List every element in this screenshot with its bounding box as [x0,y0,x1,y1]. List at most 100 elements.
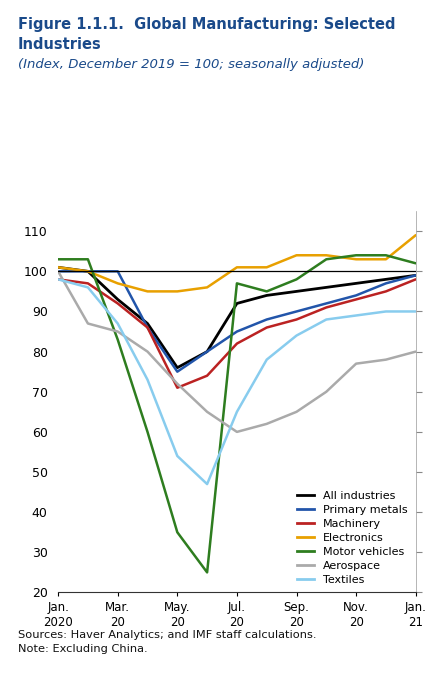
All industries [383,275,388,283]
Electronics [85,267,91,275]
Line: Primary metals: Primary metals [58,271,416,372]
Textiles [234,408,240,416]
Aerospace [264,419,270,428]
All industries [55,264,61,272]
Primary metals [175,368,180,376]
Primary metals [234,328,240,336]
Motor vehicles [145,428,150,436]
Primary metals [55,267,61,275]
Electronics [264,264,270,272]
Text: Figure 1.1.1.  Global Manufacturing: Selected: Figure 1.1.1. Global Manufacturing: Sele… [18,17,396,32]
Textiles [324,315,329,323]
Machinery [354,296,359,304]
Machinery [383,287,388,296]
Motor vehicles [55,255,61,264]
Electronics [294,251,299,259]
Text: (Index, December 2019 = 100; seasonally adjusted): (Index, December 2019 = 100; seasonally … [18,58,364,71]
Motor vehicles [204,569,210,577]
Machinery [55,275,61,283]
Legend: All industries, Primary metals, Machinery, Electronics, Motor vehicles, Aerospac: All industries, Primary metals, Machiner… [292,486,413,589]
Text: Note: Excluding China.: Note: Excluding China. [18,644,148,654]
Electronics [115,279,120,287]
All industries [204,347,210,355]
Textiles [145,376,150,384]
Aerospace [354,360,359,368]
Motor vehicles [413,259,418,268]
Textiles [115,319,120,328]
Electronics [55,264,61,272]
Machinery [294,315,299,323]
Textiles [294,332,299,340]
Machinery [145,323,150,332]
Machinery [234,340,240,348]
Textiles [264,355,270,364]
Primary metals [85,267,91,275]
All industries [85,267,91,275]
Electronics [383,255,388,264]
All industries [354,279,359,287]
Motor vehicles [234,279,240,287]
Electronics [234,264,240,272]
Primary metals [324,300,329,308]
Primary metals [354,291,359,300]
Textiles [413,307,418,315]
Primary metals [145,323,150,332]
Motor vehicles [354,251,359,259]
Machinery [204,372,210,380]
Machinery [175,383,180,392]
Textiles [55,275,61,283]
All industries [145,319,150,328]
Aerospace [115,328,120,336]
Aerospace [413,347,418,355]
Primary metals [115,267,120,275]
Motor vehicles [294,275,299,283]
Line: Textiles: Textiles [58,279,416,484]
All industries [234,300,240,308]
Aerospace [55,267,61,275]
Primary metals [383,279,388,287]
Electronics [324,251,329,259]
Machinery [85,279,91,287]
Aerospace [324,387,329,396]
Motor vehicles [383,251,388,259]
Primary metals [204,347,210,355]
All industries [115,296,120,304]
Text: Industries: Industries [18,37,101,52]
All industries [175,364,180,372]
Electronics [413,231,418,239]
Aerospace [85,319,91,328]
Motor vehicles [115,336,120,344]
Text: Sources: Haver Analytics; and IMF staff calculations.: Sources: Haver Analytics; and IMF staff … [18,630,316,640]
Motor vehicles [324,255,329,264]
Electronics [204,283,210,291]
Line: Motor vehicles: Motor vehicles [58,255,416,573]
Electronics [175,287,180,296]
Textiles [85,283,91,291]
Aerospace [234,428,240,436]
Line: All industries: All industries [58,268,416,368]
Aerospace [383,355,388,364]
All industries [324,283,329,291]
Machinery [324,303,329,311]
Aerospace [145,347,150,355]
Textiles [354,311,359,319]
Motor vehicles [264,287,270,296]
Machinery [264,323,270,332]
Aerospace [204,408,210,416]
Aerospace [175,379,180,387]
Textiles [383,307,388,315]
Electronics [354,255,359,264]
Motor vehicles [85,255,91,264]
Line: Machinery: Machinery [58,279,416,387]
Primary metals [264,315,270,323]
Machinery [413,275,418,283]
All industries [413,271,418,279]
Motor vehicles [175,528,180,537]
Primary metals [294,307,299,315]
Textiles [175,452,180,460]
Aerospace [294,408,299,416]
Line: Electronics: Electronics [58,235,416,291]
Primary metals [413,271,418,279]
All industries [294,287,299,296]
Textiles [204,480,210,488]
